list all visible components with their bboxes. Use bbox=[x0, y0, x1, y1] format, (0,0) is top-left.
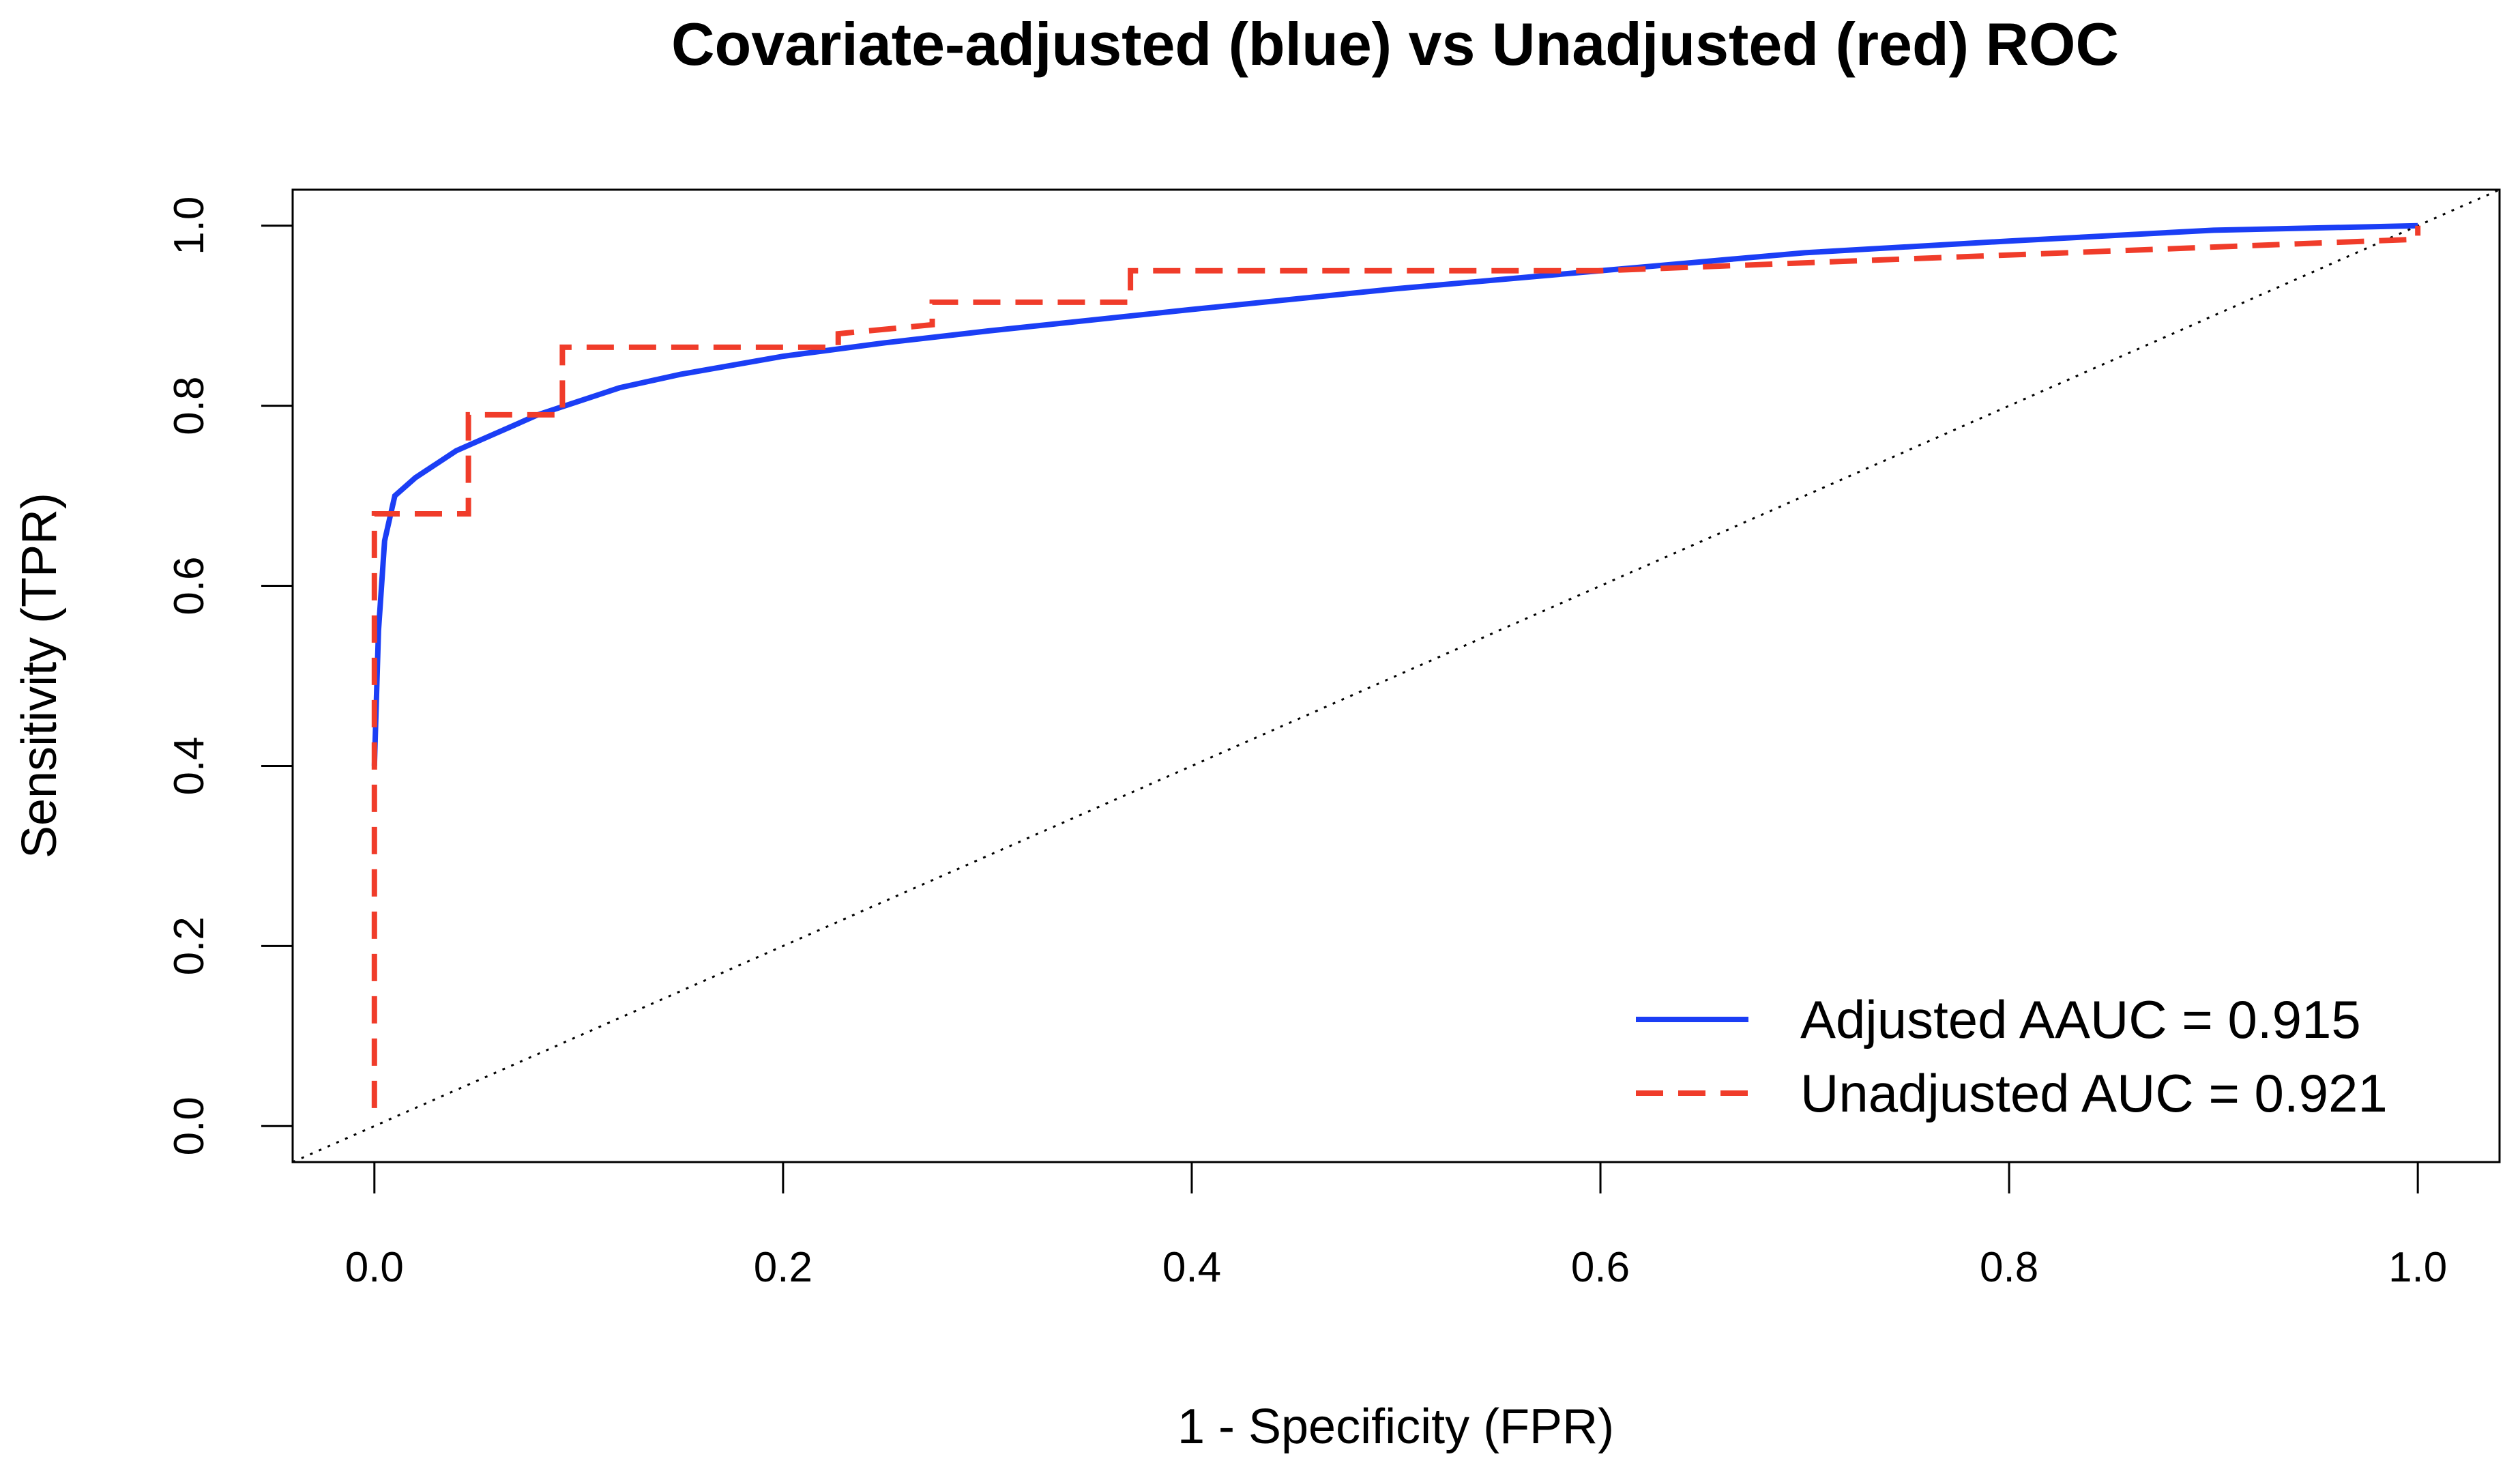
x-tick-label: 0.2 bbox=[754, 1244, 812, 1291]
y-axis-label: Sensitivity (TPR) bbox=[12, 493, 67, 858]
series-line bbox=[371, 225, 2421, 1108]
y-tick-label: 0.8 bbox=[166, 377, 213, 435]
plot-frame bbox=[291, 188, 2501, 1163]
y-tick-label: 0.6 bbox=[166, 556, 213, 615]
x-tick-label: 0.8 bbox=[1980, 1244, 2038, 1291]
reference-diagonal bbox=[292, 188, 2500, 1163]
x-tick-label: 0.6 bbox=[1571, 1244, 1630, 1291]
x-tick-label: 1.0 bbox=[2388, 1244, 2447, 1291]
x-tick-label: 0.0 bbox=[345, 1244, 404, 1291]
chart-title: Covariate-adjusted (blue) vs Unadjusted … bbox=[671, 10, 2119, 78]
y-tick-label: 1.0 bbox=[166, 197, 213, 255]
y-tick-label: 0.0 bbox=[166, 1097, 213, 1155]
y-tick-label: 0.2 bbox=[166, 916, 213, 975]
x-axis-label: 1 - Specificity (FPR) bbox=[1177, 1400, 1614, 1454]
series-line bbox=[371, 222, 2418, 766]
legend-label: Unadjusted AUC = 0.921 bbox=[1800, 1063, 2388, 1123]
legend-label: Adjusted AAUC = 0.915 bbox=[1800, 989, 2361, 1049]
x-tick-label: 0.4 bbox=[1162, 1244, 1221, 1291]
y-tick-label: 0.4 bbox=[166, 736, 213, 795]
